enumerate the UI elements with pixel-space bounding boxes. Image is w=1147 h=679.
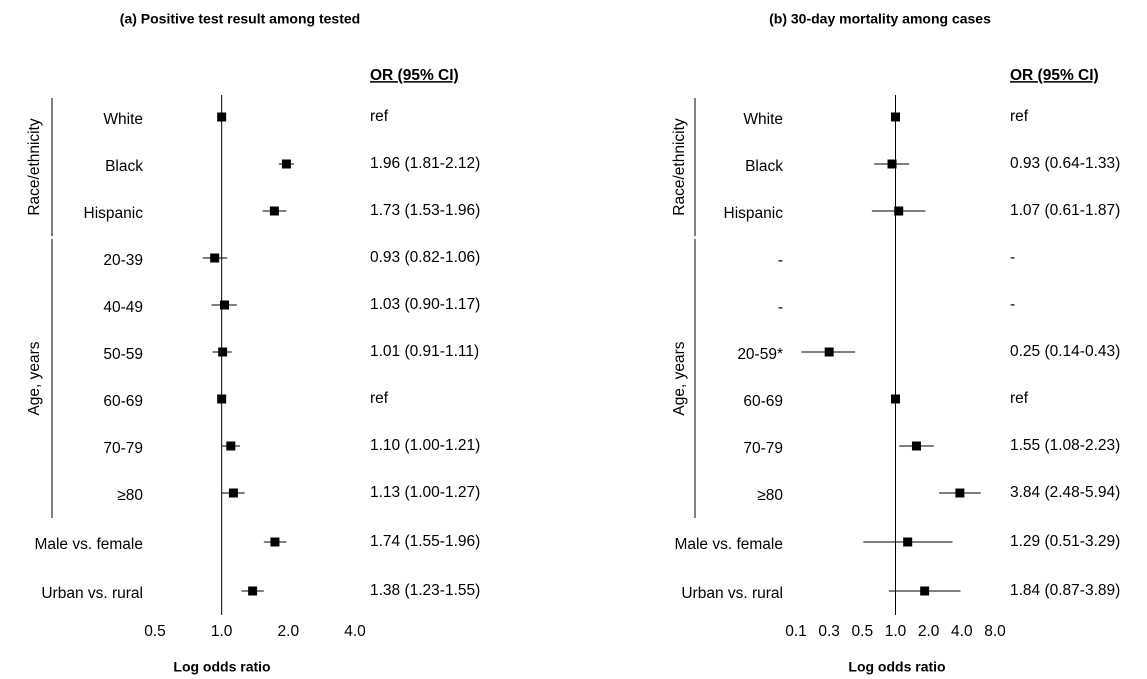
x-tick-label: 8.0 — [984, 623, 1006, 640]
x-axis-label: Log odds ratio — [848, 659, 945, 675]
value-label: 0.25 (0.14-0.43) — [1010, 343, 1120, 360]
value-label: 0.93 (0.82-1.06) — [370, 249, 480, 266]
value-label: 1.74 (1.55-1.96) — [370, 533, 480, 550]
value-label: 0.93 (0.64-1.33) — [1010, 155, 1120, 172]
row-label: 60-69 — [743, 393, 783, 410]
point-estimate — [824, 347, 834, 357]
point-estimate — [226, 441, 236, 451]
x-tick-label: 1.0 — [211, 623, 233, 640]
panel-title: (b) 30-day mortality among cases — [769, 11, 991, 27]
value-label: 1.55 (1.08-2.23) — [1010, 437, 1120, 454]
row-label: Black — [105, 158, 143, 175]
row-label: Male vs. female — [34, 536, 143, 553]
row-label: - — [778, 299, 783, 316]
value-label: ref — [370, 390, 389, 407]
x-tick-label: 4.0 — [951, 623, 973, 640]
point-estimate — [220, 300, 230, 310]
row-label: ≥80 — [117, 487, 143, 504]
x-tick-label: 0.1 — [785, 623, 807, 640]
row-label: Urban vs. rural — [41, 585, 143, 602]
row-label: ≥80 — [757, 487, 783, 504]
row-label: 20-39 — [103, 252, 143, 269]
group-label: Race/ethnicity — [671, 118, 688, 216]
value-label: 1.84 (0.87-3.89) — [1010, 582, 1120, 599]
x-tick-label: 0.3 — [818, 623, 840, 640]
value-label: ref — [370, 108, 389, 125]
value-label: 1.13 (1.00-1.27) — [370, 484, 480, 501]
row-label: White — [743, 111, 783, 128]
value-label: 1.10 (1.00-1.21) — [370, 437, 480, 454]
point-estimate — [270, 537, 280, 547]
point-estimate — [891, 112, 900, 122]
value-label: 3.84 (2.48-5.94) — [1010, 484, 1120, 501]
panel-title: (a) Positive test result among tested — [120, 11, 360, 27]
value-label: 1.73 (1.53-1.96) — [370, 202, 480, 219]
value-label: ref — [1010, 390, 1029, 407]
value-label: 1.07 (0.61-1.87) — [1010, 202, 1120, 219]
point-estimate — [911, 441, 921, 451]
x-tick-label: 2.0 — [918, 623, 940, 640]
value-label: 1.29 (0.51-3.29) — [1010, 533, 1120, 550]
point-estimate — [228, 488, 238, 498]
row-label: 60-69 — [103, 393, 143, 410]
point-estimate — [887, 159, 897, 169]
point-estimate — [891, 394, 900, 404]
point-estimate — [894, 206, 904, 216]
x-tick-label: 4.0 — [344, 623, 366, 640]
x-tick-label: 2.0 — [278, 623, 300, 640]
group-label: Race/ethnicity — [26, 118, 43, 216]
point-estimate — [955, 488, 965, 498]
value-label: 1.38 (1.23-1.55) — [370, 582, 480, 599]
point-estimate — [217, 394, 227, 404]
row-label: White — [103, 111, 143, 128]
row-label: 70-79 — [743, 440, 783, 457]
x-axis-label: Log odds ratio — [173, 659, 270, 675]
point-estimate — [281, 159, 291, 169]
point-estimate — [269, 206, 279, 216]
row-label: 20-59* — [737, 346, 783, 363]
point-estimate — [217, 112, 227, 122]
group-label: Age, years — [26, 341, 43, 415]
point-estimate — [218, 347, 228, 357]
value-label: 1.03 (0.90-1.17) — [370, 296, 480, 313]
column-header: OR (95% CI) — [370, 67, 459, 84]
row-label: - — [778, 252, 783, 269]
row-label: 70-79 — [103, 440, 143, 457]
row-label: 50-59 — [103, 346, 143, 363]
point-estimate — [210, 253, 220, 263]
point-estimate — [920, 586, 930, 596]
value-label: ref — [1010, 108, 1029, 125]
column-header: OR (95% CI) — [1010, 67, 1099, 84]
row-label: Hispanic — [724, 205, 784, 222]
value-label: 1.01 (0.91-1.11) — [370, 343, 479, 360]
value-label: 1.96 (1.81-2.12) — [370, 155, 480, 172]
point-estimate — [248, 586, 258, 596]
row-label: Black — [745, 158, 783, 175]
value-label: - — [1010, 249, 1015, 266]
row-label: Hispanic — [84, 205, 144, 222]
group-label: Age, years — [671, 341, 688, 415]
value-label: - — [1010, 296, 1015, 313]
x-tick-label: 1.0 — [885, 623, 907, 640]
x-tick-label: 0.5 — [852, 623, 874, 640]
point-estimate — [903, 537, 913, 547]
x-tick-label: 0.5 — [144, 623, 166, 640]
row-label: 40-49 — [103, 299, 143, 316]
row-label: Male vs. female — [674, 536, 783, 553]
row-label: Urban vs. rural — [681, 585, 783, 602]
